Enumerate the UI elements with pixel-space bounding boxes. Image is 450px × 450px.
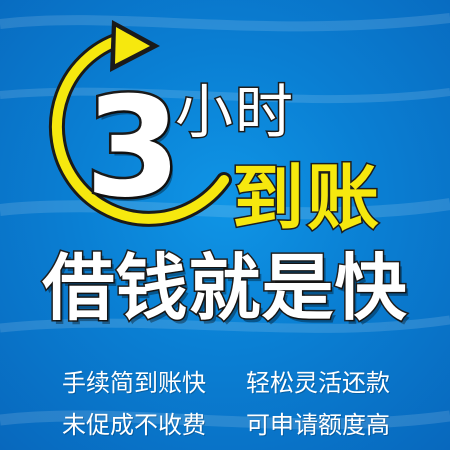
feature-list: 手续简到账快 轻松灵活还款 未促成不收费 可申请额度高	[0, 362, 450, 450]
feature-item: 手续简到账快	[62, 369, 206, 397]
hours-text: 小时	[173, 78, 296, 146]
feature-item: 可申请额度高	[246, 411, 390, 439]
arrive-text: 到账	[230, 156, 383, 240]
big-digit-3: 3	[82, 67, 183, 228]
feature-item: 未促成不收费	[62, 411, 206, 439]
feature-item: 轻松灵活还款	[246, 369, 390, 397]
slogan-text: 借钱就是快	[41, 245, 408, 332]
